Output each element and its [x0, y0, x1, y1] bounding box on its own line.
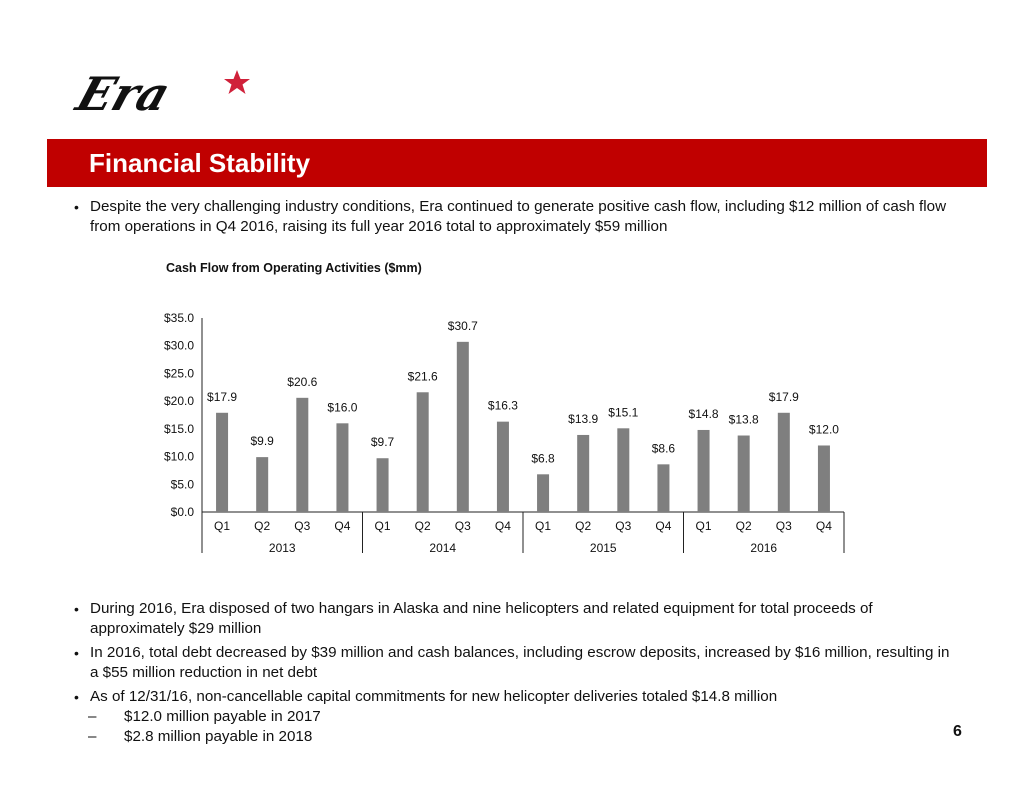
data-label: $17.9 — [207, 390, 237, 404]
era-logo-graphic: Era — [68, 68, 250, 122]
x-tick-label: Q4 — [495, 519, 511, 533]
sub-bullet-item: – $2.8 million payable in 2018 — [74, 727, 954, 747]
x-tick-label: Q4 — [334, 519, 350, 533]
group-label: 2014 — [429, 541, 456, 555]
data-label: $16.0 — [327, 400, 357, 414]
x-tick-label: Q3 — [455, 519, 471, 533]
page-title: Financial Stability — [89, 148, 311, 178]
bar — [817, 445, 830, 512]
x-tick-label: Q4 — [655, 519, 671, 533]
bar — [456, 341, 469, 512]
page-number: 6 — [953, 723, 962, 740]
sub-bullet-text: $12.0 million payable in 2017 — [124, 708, 321, 725]
data-label: $14.8 — [689, 407, 719, 421]
y-tick-label: $5.0 — [171, 477, 195, 491]
x-tick-label: Q3 — [615, 519, 631, 533]
data-label: $9.7 — [371, 435, 395, 449]
chart-title: Cash Flow from Operating Activities ($mm… — [166, 261, 422, 275]
bar — [577, 434, 590, 512]
y-tick-label: $30.0 — [164, 339, 194, 353]
bar — [216, 412, 229, 512]
data-label: $9.9 — [251, 434, 275, 448]
data-label: $20.6 — [287, 375, 317, 389]
bar — [737, 435, 750, 512]
data-label: $12.0 — [809, 422, 839, 436]
data-label: $17.9 — [769, 390, 799, 404]
bottom-bullet-list: • During 2016, Era disposed of two hanga… — [74, 599, 954, 747]
data-label: $21.6 — [408, 369, 438, 383]
x-tick-label: Q3 — [294, 519, 310, 533]
bar — [617, 428, 630, 512]
x-tick-label: Q4 — [816, 519, 832, 533]
y-tick-label: $35.0 — [164, 311, 194, 325]
y-tick-label: $20.0 — [164, 394, 194, 408]
dash-icon: – — [88, 728, 97, 745]
sub-bullet-text: $2.8 million payable in 2018 — [124, 728, 313, 745]
data-label: $6.8 — [531, 451, 555, 465]
bullet-icon: • — [74, 645, 79, 661]
dash-icon: – — [88, 708, 97, 725]
data-label: $13.9 — [568, 412, 598, 426]
data-label: $8.6 — [652, 441, 676, 455]
bar — [256, 457, 269, 512]
title-band: Financial Stability — [47, 139, 987, 187]
bullet-text: In 2016, total debt decreased by $39 mil… — [90, 644, 950, 681]
top-bullet-list: • Despite the very challenging industry … — [74, 197, 954, 241]
svg-text:Era: Era — [72, 68, 176, 120]
bullet-icon: • — [74, 601, 79, 617]
data-label: $15.1 — [608, 405, 638, 419]
bullet-icon: • — [74, 199, 79, 215]
bar — [697, 429, 710, 512]
bullet-icon: • — [74, 689, 79, 705]
x-tick-label: Q1 — [696, 519, 712, 533]
bar — [416, 392, 429, 512]
group-label: 2016 — [750, 541, 777, 555]
bullet-item: • During 2016, Era disposed of two hanga… — [74, 599, 954, 639]
bullet-item: • In 2016, total debt decreased by $39 m… — [74, 643, 954, 683]
bar — [657, 464, 670, 512]
x-tick-label: Q2 — [575, 519, 591, 533]
y-tick-label: $0.0 — [171, 505, 195, 519]
y-tick-label: $10.0 — [164, 450, 194, 464]
group-label: 2015 — [590, 541, 617, 555]
bar — [537, 474, 550, 512]
x-tick-label: Q1 — [535, 519, 551, 533]
group-label: 2013 — [269, 541, 296, 555]
bar — [777, 412, 790, 512]
x-tick-label: Q2 — [736, 519, 752, 533]
data-label: $13.8 — [729, 413, 759, 427]
data-label: $30.7 — [448, 319, 478, 333]
bullet-text: As of 12/31/16, non-cancellable capital … — [90, 688, 778, 705]
era-logo: Era — [68, 66, 252, 122]
x-tick-label: Q1 — [375, 519, 391, 533]
x-tick-label: Q1 — [214, 519, 230, 533]
bar — [336, 423, 349, 512]
y-tick-label: $25.0 — [164, 366, 194, 380]
bullet-item: • Despite the very challenging industry … — [74, 197, 954, 237]
bar — [376, 458, 389, 512]
bar — [296, 397, 309, 512]
data-label: $16.3 — [488, 399, 518, 413]
x-tick-label: Q2 — [254, 519, 270, 533]
bullet-text: During 2016, Era disposed of two hangars… — [90, 600, 873, 637]
bullet-item: • As of 12/31/16, non-cancellable capita… — [74, 687, 954, 707]
x-tick-label: Q3 — [776, 519, 792, 533]
star-icon — [224, 70, 250, 94]
sub-bullet-item: – $12.0 million payable in 2017 — [74, 707, 954, 727]
bar — [496, 421, 509, 512]
y-tick-label: $15.0 — [164, 422, 194, 436]
bullet-text: Despite the very challenging industry co… — [90, 198, 947, 235]
x-tick-label: Q2 — [415, 519, 431, 533]
